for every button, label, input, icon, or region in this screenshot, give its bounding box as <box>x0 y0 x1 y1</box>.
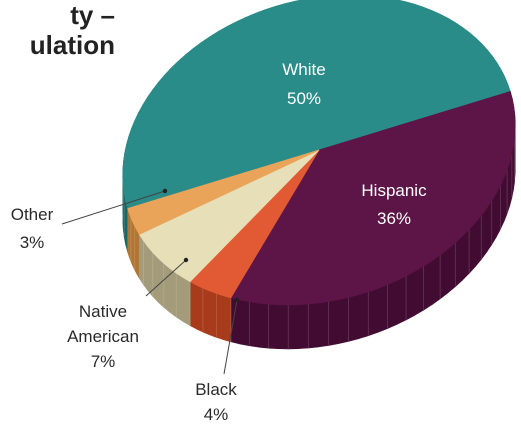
other-leader-line <box>61 190 166 225</box>
hispanic-side-segment <box>486 199 493 254</box>
hispanic-side-segment <box>491 191 497 246</box>
hispanic-side-segment <box>439 248 449 300</box>
black-label-name: Black <box>195 380 237 399</box>
hispanic-side-segment <box>258 302 269 349</box>
native-american-leader-line <box>145 259 187 297</box>
native-american-side-segment <box>163 262 171 313</box>
white-label-name: White <box>282 60 325 79</box>
native-american-side-segment <box>182 276 191 327</box>
native-american-leader-dot <box>183 257 189 263</box>
hispanic-side-segment <box>368 287 379 337</box>
hispanic-side-segment <box>358 291 369 340</box>
hispanic-side-segment <box>268 303 279 350</box>
hispanic-side-segment <box>475 214 482 268</box>
hispanic-side-segment <box>287 304 299 350</box>
chart-title-line-2: ulation <box>29 30 115 60</box>
black-leader-dot <box>234 297 240 303</box>
hispanic-side-segment <box>387 279 398 330</box>
hispanic-side-segment <box>431 254 441 306</box>
native-label-line2: American <box>67 327 139 346</box>
slice-white <box>122 0 511 209</box>
hispanic-label-name: Hispanic <box>361 181 427 200</box>
hispanic-side-segment <box>308 302 319 349</box>
hispanic-side-segment <box>230 297 241 345</box>
hispanic-side-segment <box>468 221 476 275</box>
hispanic-side-segment <box>447 241 456 294</box>
native-american-side-segment <box>147 245 154 298</box>
hispanic-side-segment <box>249 301 260 348</box>
hispanic-side-segment <box>405 270 416 321</box>
hispanic-side-segment <box>495 185 501 238</box>
black-side-segment <box>202 287 210 336</box>
native-american-side-segment <box>139 233 144 286</box>
native-label-pct: 7% <box>91 352 116 371</box>
hispanic-side-segment <box>297 303 309 349</box>
other-label-name: Other <box>11 205 54 224</box>
other-side-segment <box>127 208 130 258</box>
hispanic-side-segment <box>338 297 349 345</box>
hispanic-label-pct: 36% <box>377 209 411 228</box>
hispanic-side-segment <box>455 235 463 288</box>
hispanic-side-segment <box>396 275 407 325</box>
hispanic-side-segment <box>328 299 339 346</box>
black-side-segment <box>189 281 197 330</box>
pie-slices <box>122 0 516 306</box>
hispanic-side-segment <box>377 284 388 333</box>
slice-native-american <box>138 149 320 283</box>
chart-title-line-1: ty – <box>70 0 115 30</box>
chart-title: ty – ulation <box>0 0 115 60</box>
native-american-side-segment <box>175 272 184 323</box>
native-label-line1: Native <box>79 302 127 321</box>
hispanic-side-segment <box>414 265 424 316</box>
other-leader-dot <box>162 188 168 194</box>
native-american-side-segment <box>152 251 159 303</box>
hispanic-side-segment <box>462 228 470 281</box>
black-side-segment <box>216 292 224 341</box>
black-side-segment <box>209 290 217 338</box>
black-side-segment <box>223 295 232 343</box>
slice-other <box>127 149 320 235</box>
hispanic-side-segment <box>423 260 433 311</box>
black-side-segment <box>196 284 204 333</box>
slice-hispanic <box>230 91 516 306</box>
hispanic-side-segment <box>348 294 359 342</box>
black-leader-line <box>223 299 238 375</box>
native-american-side-segment <box>169 267 177 318</box>
black-label-pct: 4% <box>204 405 229 424</box>
hispanic-side-segment <box>318 301 329 348</box>
other-label-pct: 3% <box>20 233 45 252</box>
native-american-side-segment <box>143 239 149 292</box>
hispanic-side-segment <box>480 207 488 261</box>
hispanic-side-segment <box>239 299 250 347</box>
white-label-pct: 50% <box>287 89 321 108</box>
slice-black <box>189 149 320 299</box>
hispanic-side-segment <box>500 177 505 230</box>
hispanic-side-segment <box>278 304 289 350</box>
